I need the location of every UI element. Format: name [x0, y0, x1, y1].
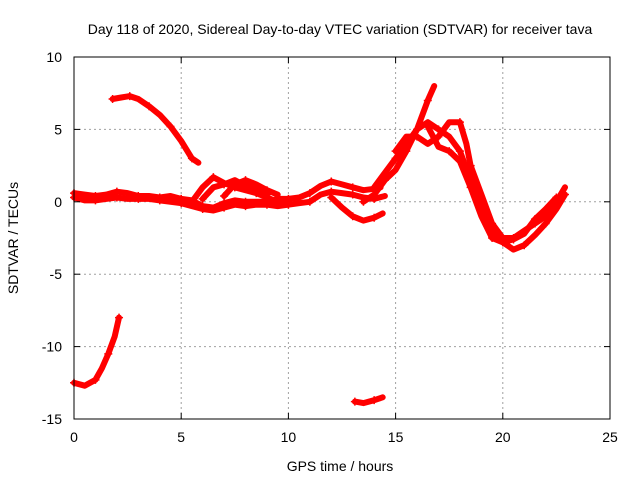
data-point-marker	[445, 147, 454, 156]
y-tick-label: -10	[42, 339, 62, 355]
data-point-marker	[220, 192, 229, 201]
data-point-marker	[155, 196, 164, 205]
x-tick-label: 0	[70, 429, 78, 445]
data-point-marker	[209, 173, 218, 182]
data-point-marker	[198, 194, 207, 203]
data-point-marker	[391, 154, 400, 163]
data-point-marker	[488, 219, 497, 228]
data-point-marker	[530, 215, 539, 224]
data-point-marker	[350, 397, 359, 406]
y-tick-label: 10	[46, 49, 62, 65]
data-point-marker	[370, 396, 379, 405]
data-point-marker	[91, 196, 100, 205]
series-arc-bottom	[351, 394, 386, 407]
axis-ticks	[73, 56, 611, 420]
data-point-marker	[509, 235, 518, 244]
data-point-marker	[327, 177, 336, 186]
grid-lines	[74, 57, 610, 419]
data-point-marker	[327, 193, 336, 202]
data-point-marker	[541, 219, 550, 228]
data-point-marker	[455, 147, 464, 156]
data-point-marker	[166, 122, 175, 131]
x-tick-label: 10	[281, 429, 297, 445]
series-arc-lower-left	[71, 314, 122, 389]
data-point-marker	[348, 190, 357, 199]
data-point-marker	[488, 234, 497, 242]
series-arc-upper-left	[109, 93, 202, 166]
data-point-marker	[220, 180, 229, 189]
data-point-marker	[370, 213, 379, 222]
data-point-marker	[104, 349, 113, 358]
data-point-marker	[187, 154, 196, 163]
series-arc-loop-a	[188, 174, 292, 208]
data-point-marker	[177, 199, 186, 208]
data-point-marker	[466, 183, 475, 192]
x-tick-label: 25	[602, 429, 618, 445]
y-tick-label: 5	[54, 121, 62, 137]
y-tick-label: -15	[42, 411, 62, 427]
series-arc-evening-a	[360, 83, 438, 205]
y-tick-label: 0	[54, 194, 62, 210]
data-point-marker	[423, 122, 432, 131]
data-point-marker	[112, 193, 121, 202]
data-point-marker	[423, 96, 432, 105]
x-axis-label: GPS time / hours	[287, 458, 394, 474]
data-point-marker	[241, 176, 250, 185]
x-tick-label: 20	[495, 429, 511, 445]
data-point-marker	[220, 203, 229, 212]
data-point-marker	[187, 197, 196, 206]
data-point-marker	[241, 202, 250, 211]
data-point-marker	[305, 189, 314, 198]
data-point-marker	[348, 183, 357, 192]
y-axis-label: SDTVAR / TECUs	[5, 182, 21, 294]
data-point-marker	[520, 241, 529, 250]
data-point-marker	[359, 197, 368, 206]
x-tick-label: 5	[177, 429, 185, 445]
data-point-marker	[370, 183, 379, 192]
data-point-marker	[91, 375, 100, 384]
data-point-marker	[145, 102, 154, 111]
y-tick-label: -5	[50, 266, 63, 282]
data-point-marker	[348, 212, 357, 221]
series-arc-loop-b	[199, 177, 270, 202]
chart-title: Day 118 of 2020, Sidereal Day-to-day VTE…	[88, 21, 593, 37]
data-point-marker	[115, 313, 124, 322]
data-point-marker	[466, 161, 475, 170]
data-point-marker	[413, 125, 422, 134]
data-point-marker	[273, 197, 282, 206]
y-tick-labels: -15 -10 -5 0 5 10	[42, 49, 62, 427]
data-point-marker	[125, 92, 134, 101]
data-point-marker	[262, 200, 271, 209]
data-series	[70, 83, 569, 407]
x-tick-labels: 0 5 10 15 20 25	[70, 429, 618, 445]
x-tick-label: 15	[388, 429, 404, 445]
data-point-marker	[305, 197, 314, 206]
data-point-marker	[391, 147, 400, 156]
data-point-marker	[134, 194, 143, 203]
data-point-marker	[455, 118, 464, 127]
data-point-marker	[262, 186, 271, 195]
data-point-marker	[108, 94, 117, 103]
series-arc-evening-c	[392, 119, 568, 241]
data-point-marker	[198, 205, 207, 214]
plot-frame	[73, 56, 611, 420]
data-point-marker	[413, 132, 422, 141]
data-point-marker	[552, 193, 561, 202]
